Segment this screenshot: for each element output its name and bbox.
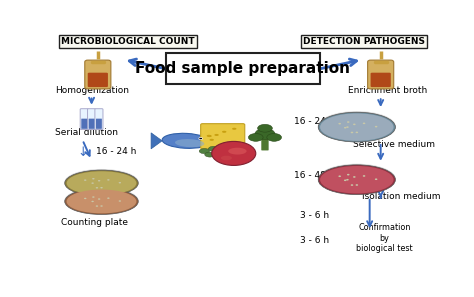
FancyBboxPatch shape (96, 119, 102, 129)
Ellipse shape (248, 134, 263, 141)
FancyBboxPatch shape (166, 53, 320, 84)
Ellipse shape (356, 184, 358, 186)
Ellipse shape (338, 123, 341, 124)
Ellipse shape (320, 113, 393, 141)
Ellipse shape (98, 198, 100, 200)
Ellipse shape (353, 124, 356, 125)
Ellipse shape (267, 134, 282, 141)
FancyBboxPatch shape (368, 60, 394, 89)
FancyBboxPatch shape (80, 109, 88, 129)
Ellipse shape (91, 182, 94, 184)
Ellipse shape (212, 141, 256, 165)
Text: 16 - 48 h: 16 - 48 h (294, 171, 335, 180)
Ellipse shape (84, 179, 86, 181)
Text: ↓: ↓ (77, 146, 88, 159)
Ellipse shape (344, 179, 346, 181)
Ellipse shape (92, 196, 95, 198)
Ellipse shape (100, 205, 103, 207)
Ellipse shape (65, 170, 138, 196)
Ellipse shape (347, 174, 349, 176)
Ellipse shape (162, 133, 210, 148)
Ellipse shape (199, 148, 210, 154)
FancyBboxPatch shape (88, 109, 96, 129)
Ellipse shape (91, 201, 94, 202)
Ellipse shape (221, 156, 232, 160)
Text: Confirmation
by
biological test: Confirmation by biological test (356, 223, 413, 253)
FancyBboxPatch shape (371, 73, 391, 87)
Ellipse shape (96, 205, 98, 207)
Text: Selective medium: Selective medium (353, 140, 435, 149)
Ellipse shape (65, 188, 138, 214)
Ellipse shape (375, 126, 377, 127)
Text: Isolation medium: Isolation medium (362, 192, 440, 201)
Ellipse shape (363, 175, 365, 177)
Ellipse shape (320, 166, 393, 193)
Ellipse shape (228, 148, 246, 154)
Text: Homogenization: Homogenization (55, 86, 129, 95)
Ellipse shape (318, 112, 395, 142)
Text: Food sample preparation: Food sample preparation (136, 61, 350, 76)
Ellipse shape (347, 121, 349, 123)
FancyBboxPatch shape (261, 137, 269, 151)
FancyBboxPatch shape (85, 60, 111, 89)
Ellipse shape (375, 178, 377, 180)
FancyBboxPatch shape (95, 109, 103, 129)
Ellipse shape (346, 179, 349, 181)
Text: 16 - 24 h: 16 - 24 h (96, 147, 137, 156)
Ellipse shape (351, 132, 353, 133)
Ellipse shape (346, 126, 349, 128)
Ellipse shape (209, 146, 219, 151)
FancyBboxPatch shape (201, 124, 245, 149)
Ellipse shape (107, 179, 109, 181)
Text: 16 - 24 h: 16 - 24 h (294, 117, 335, 126)
FancyBboxPatch shape (88, 73, 108, 87)
Ellipse shape (210, 139, 214, 141)
FancyBboxPatch shape (89, 119, 94, 129)
Ellipse shape (64, 169, 138, 195)
Ellipse shape (255, 129, 275, 139)
Ellipse shape (107, 198, 109, 199)
Ellipse shape (207, 135, 211, 137)
Ellipse shape (338, 176, 341, 177)
Text: MICROBIOLOGICAL COUNT: MICROBIOLOGICAL COUNT (61, 37, 195, 46)
Text: Serial dilution: Serial dilution (55, 128, 118, 137)
FancyBboxPatch shape (82, 119, 87, 129)
Ellipse shape (98, 180, 100, 181)
Ellipse shape (100, 187, 103, 188)
Ellipse shape (118, 182, 121, 184)
Ellipse shape (356, 132, 358, 133)
Text: Enrichment broth: Enrichment broth (348, 86, 428, 95)
Ellipse shape (318, 111, 396, 141)
Ellipse shape (199, 138, 202, 140)
Ellipse shape (207, 135, 212, 137)
Ellipse shape (92, 178, 95, 179)
Text: 3 - 6 h: 3 - 6 h (300, 211, 329, 220)
Ellipse shape (96, 187, 98, 189)
Ellipse shape (66, 189, 137, 213)
Ellipse shape (118, 200, 121, 202)
Ellipse shape (351, 184, 353, 186)
Text: Counting plate: Counting plate (61, 217, 128, 227)
Ellipse shape (353, 176, 356, 178)
Ellipse shape (318, 165, 395, 195)
Polygon shape (151, 133, 162, 149)
Ellipse shape (64, 187, 138, 214)
Text: 3 - 6 h: 3 - 6 h (300, 236, 329, 245)
Ellipse shape (205, 152, 215, 157)
Ellipse shape (175, 139, 204, 147)
Text: DETECTION PATHOGENS: DETECTION PATHOGENS (303, 37, 425, 46)
Ellipse shape (232, 128, 237, 130)
Ellipse shape (84, 198, 86, 199)
Ellipse shape (318, 164, 396, 194)
Ellipse shape (258, 124, 272, 132)
Ellipse shape (344, 127, 346, 129)
Ellipse shape (66, 171, 137, 195)
Ellipse shape (214, 134, 219, 136)
Ellipse shape (222, 131, 227, 133)
Ellipse shape (363, 123, 365, 124)
